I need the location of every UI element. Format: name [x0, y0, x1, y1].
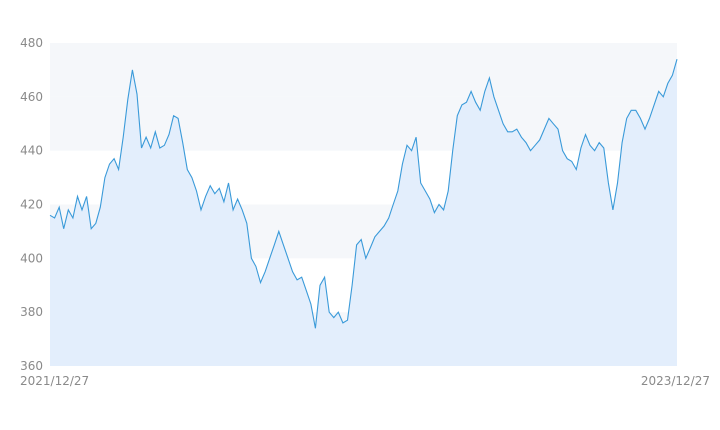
x-tick-label-end: 2023/12/27 [641, 374, 710, 388]
x-tick-label-start: 2021/12/27 [20, 374, 89, 388]
y-tick-label: 440 [20, 144, 43, 158]
y-tick-label: 480 [20, 36, 43, 50]
y-tick-label: 460 [20, 90, 43, 104]
y-tick-label: 400 [20, 251, 43, 265]
y-tick-label: 420 [20, 198, 43, 212]
y-tick-label: 380 [20, 305, 43, 319]
series-line [49, 59, 678, 329]
y-axis: 360 380 400 420 440 460 480 [20, 36, 43, 373]
y-tick-label: 360 [20, 359, 43, 373]
grid-band [50, 43, 677, 97]
